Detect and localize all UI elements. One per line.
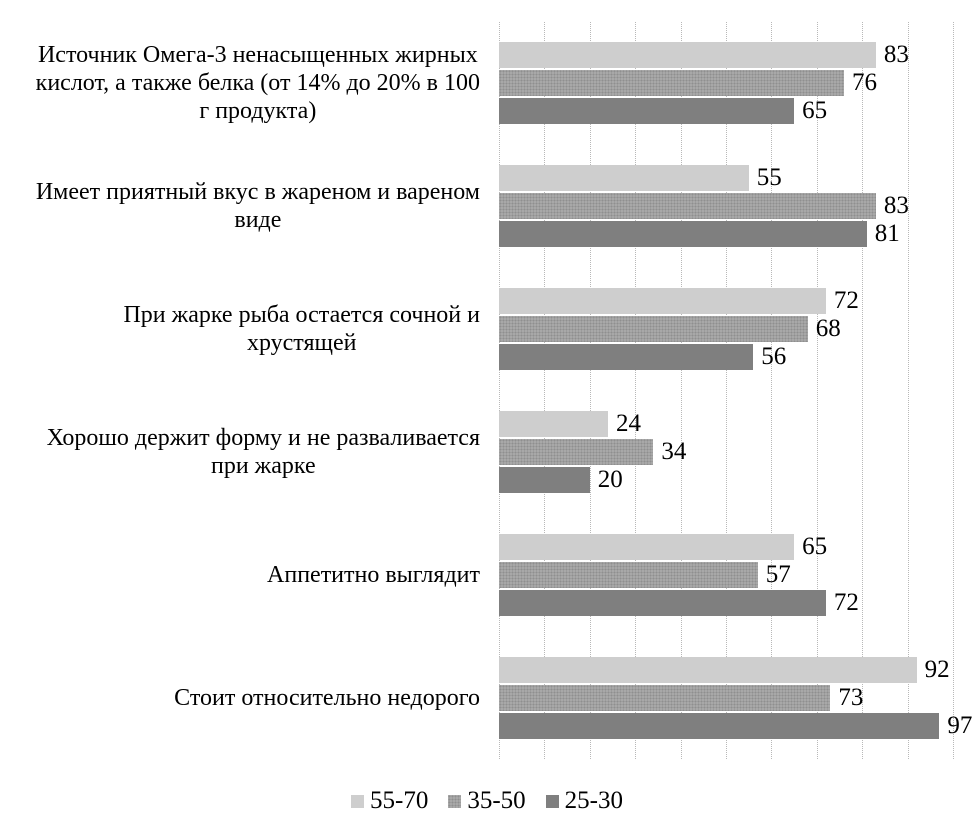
category-group: 55 83 81 xyxy=(499,145,953,268)
gridline xyxy=(635,22,637,759)
legend-label: 55-70 xyxy=(370,787,429,814)
bar-55-70 xyxy=(499,533,795,560)
legend-label: 25-30 xyxy=(564,787,623,814)
bar-35-50 xyxy=(499,193,876,220)
bar-55-70 xyxy=(499,42,876,69)
value-label: 20 xyxy=(597,465,623,493)
legend-item-55-70: 55-70 xyxy=(351,787,428,815)
value-label: 65 xyxy=(802,532,828,560)
bar-55-70 xyxy=(499,165,749,192)
gridline xyxy=(544,22,546,759)
bar-25-30 xyxy=(499,98,795,125)
value-label: 76 xyxy=(852,69,878,97)
bar-35-50 xyxy=(499,316,808,343)
legend-item-35-50: 35-50 xyxy=(448,787,526,815)
category-group: 72 68 56 xyxy=(499,268,953,391)
category-group: 24 34 20 xyxy=(499,390,953,513)
gridline xyxy=(953,22,954,759)
value-label: 72 xyxy=(833,287,859,315)
value-label: 81 xyxy=(874,220,900,248)
gridline xyxy=(862,22,864,759)
category-group: 83 76 65 xyxy=(499,22,953,145)
category-label-cell: Источник Омега-3 ненасыщенных жирных кис… xyxy=(0,22,486,145)
bar-25-30 xyxy=(499,589,826,616)
gridline xyxy=(816,22,818,759)
value-label: 56 xyxy=(761,343,787,371)
category-axis: Источник Омега-3 ненасыщенных жирных кис… xyxy=(0,22,486,759)
plot-area: 83 76 65 55 83 81 72 68 56 24 34 20 65 xyxy=(499,22,972,759)
legend: 55-70 35-50 25-30 xyxy=(0,786,974,816)
value-label: 92 xyxy=(924,655,950,683)
value-label: 83 xyxy=(883,192,909,220)
bar-35-50 xyxy=(499,561,758,588)
category-label: Имеет приятный вкус в жареном и вареном … xyxy=(35,179,480,234)
category-label: При жарке рыба остается сочной и хрустящ… xyxy=(123,302,480,357)
bar-55-70 xyxy=(499,410,608,437)
category-group: 65 57 72 xyxy=(499,513,953,636)
value-label: 34 xyxy=(661,437,687,465)
bar-25-30 xyxy=(499,712,940,739)
category-label-cell: Имеет приятный вкус в жареном и вареном … xyxy=(0,145,486,268)
bar-35-50 xyxy=(499,438,654,465)
gridline xyxy=(589,22,591,759)
legend-swatch-25-30-icon xyxy=(545,794,559,808)
value-label: 72 xyxy=(833,588,859,616)
value-label: 57 xyxy=(765,560,791,588)
value-label: 68 xyxy=(815,315,841,343)
category-label-cell: При жарке рыба остается сочной и хрустящ… xyxy=(0,268,486,391)
gridline xyxy=(907,22,909,759)
category-label-cell: Хорошо держит форму и не разваливается п… xyxy=(0,390,486,513)
category-label-cell: Стоит относительно недорого xyxy=(0,636,486,759)
category-label: Хорошо держит форму и не разваливается п… xyxy=(46,424,480,479)
value-label: 83 xyxy=(883,41,909,69)
bar-groups: 83 76 65 55 83 81 72 68 56 24 34 20 65 xyxy=(499,22,972,759)
category-label: Стоит относительно недорого xyxy=(174,684,480,711)
category-group: 92 73 97 xyxy=(499,636,972,759)
bar-25-30 xyxy=(499,221,867,248)
value-label: 97 xyxy=(947,711,973,739)
bar-25-30 xyxy=(499,344,754,371)
bar-25-30 xyxy=(499,466,590,493)
gridline xyxy=(680,22,682,759)
bar-55-70 xyxy=(499,656,917,683)
gridline xyxy=(499,22,500,759)
value-label: 65 xyxy=(802,97,828,125)
value-label: 73 xyxy=(838,683,864,711)
category-label: Источник Омега-3 ненасыщенных жирных кис… xyxy=(35,42,480,125)
category-label-cell: Аппетитно выглядит xyxy=(0,513,486,636)
bar-55-70 xyxy=(499,288,826,315)
value-label: 24 xyxy=(615,409,641,437)
legend-label: 35-50 xyxy=(467,787,526,814)
bar-35-50 xyxy=(499,70,845,97)
bar-35-50 xyxy=(499,684,831,711)
legend-swatch-35-50-icon xyxy=(448,794,462,808)
value-label: 55 xyxy=(756,164,782,192)
category-label: Аппетитно выглядит xyxy=(267,561,480,588)
legend-item-25-30: 25-30 xyxy=(545,787,623,815)
gridline xyxy=(726,22,727,759)
gridline xyxy=(771,22,773,759)
legend-swatch-55-70-icon xyxy=(351,794,364,808)
